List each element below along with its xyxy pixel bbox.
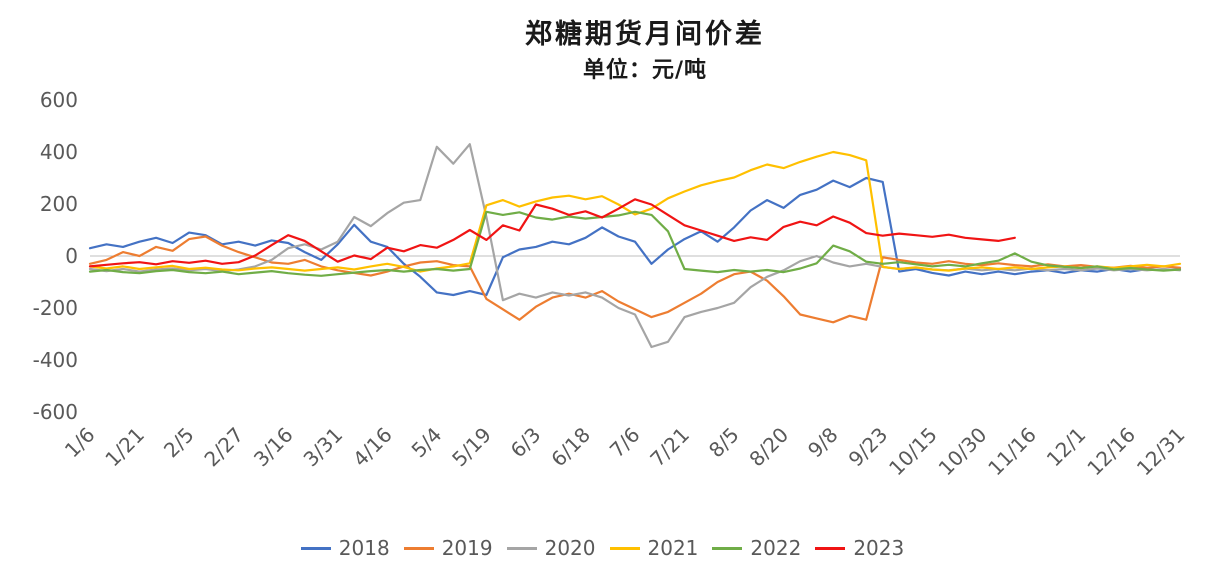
x-axis-tick-label: 2/27 xyxy=(199,423,248,472)
legend-swatch-2019 xyxy=(403,546,434,550)
x-axis-tick-label: 3/16 xyxy=(249,423,298,472)
y-axis-tick-label: -200 xyxy=(33,296,78,320)
series-line-2018 xyxy=(88,176,1182,297)
legend-swatch-2018 xyxy=(300,546,331,550)
legend-label-2023: 2023 xyxy=(853,536,905,560)
legend-item-2020: 2020 xyxy=(506,536,596,560)
x-axis-tick-label: 8/5 xyxy=(704,423,744,463)
y-axis-tick-label: -400 xyxy=(33,348,78,372)
x-axis-tick-label: 4/16 xyxy=(348,423,397,472)
x-axis-tick-label: 6/18 xyxy=(546,423,595,472)
legend-label-2018: 2018 xyxy=(338,536,390,560)
legend-item-2022: 2022 xyxy=(712,536,801,560)
legend-item-2021: 2021 xyxy=(609,536,699,560)
x-axis-tick-label: 1/6 xyxy=(60,423,100,463)
y-axis-tick-label: 0 xyxy=(65,244,78,268)
series-line-2021 xyxy=(88,150,1182,273)
legend: 2018 2019 2020 2021 2022 2023 xyxy=(0,536,1205,560)
x-axis-tick-label: 3/31 xyxy=(299,423,348,472)
legend-swatch-2020 xyxy=(506,546,537,550)
x-axis-tick-label: 8/20 xyxy=(744,423,793,472)
y-axis-tick-label: 200 xyxy=(40,192,78,216)
x-axis-tick-label: 2/5 xyxy=(159,423,199,463)
legend-label-2020: 2020 xyxy=(544,536,596,560)
x-axis-tick-label: 7/6 xyxy=(605,423,645,463)
x-axis-tick-label: 7/21 xyxy=(645,423,694,472)
legend-item-2019: 2019 xyxy=(403,536,493,560)
y-axis-tick-label: -600 xyxy=(33,400,78,424)
x-axis-tick-label: 10/30 xyxy=(934,423,992,481)
x-axis-tick-label: 12/16 xyxy=(1082,423,1140,481)
legend-swatch-2023 xyxy=(815,546,846,550)
legend-item-2018: 2018 xyxy=(300,536,390,560)
series-line-2022 xyxy=(88,210,1182,277)
chart-subtitle: 单位：元/吨 xyxy=(582,58,708,83)
y-axis-tick-label: 600 xyxy=(40,88,78,112)
x-axis-tick-label: 10/15 xyxy=(884,423,942,481)
x-axis-tick-label: 9/8 xyxy=(803,423,843,463)
legend-label-2021: 2021 xyxy=(647,536,699,560)
x-axis-tick-label: 12/31 xyxy=(1132,423,1190,481)
chart-title: 郑糖期货月间价差 xyxy=(525,19,765,50)
y-axis-tick-label: 400 xyxy=(40,140,78,164)
legend-swatch-2021 xyxy=(609,546,640,550)
legend-label-2019: 2019 xyxy=(441,536,493,560)
x-axis-tick-label: 5/19 xyxy=(447,423,496,472)
x-axis-tick-label: 1/21 xyxy=(100,423,149,472)
x-axis-tick-label: 11/16 xyxy=(983,423,1041,481)
x-axis-tick-label: 5/4 xyxy=(407,423,447,463)
legend-swatch-2022 xyxy=(712,546,743,550)
legend-item-2023: 2023 xyxy=(815,536,904,560)
legend-label-2022: 2022 xyxy=(750,536,802,560)
series-line-2019 xyxy=(88,235,1182,324)
series-line-2023 xyxy=(88,198,1016,268)
x-axis-tick-label: 6/3 xyxy=(506,423,546,463)
